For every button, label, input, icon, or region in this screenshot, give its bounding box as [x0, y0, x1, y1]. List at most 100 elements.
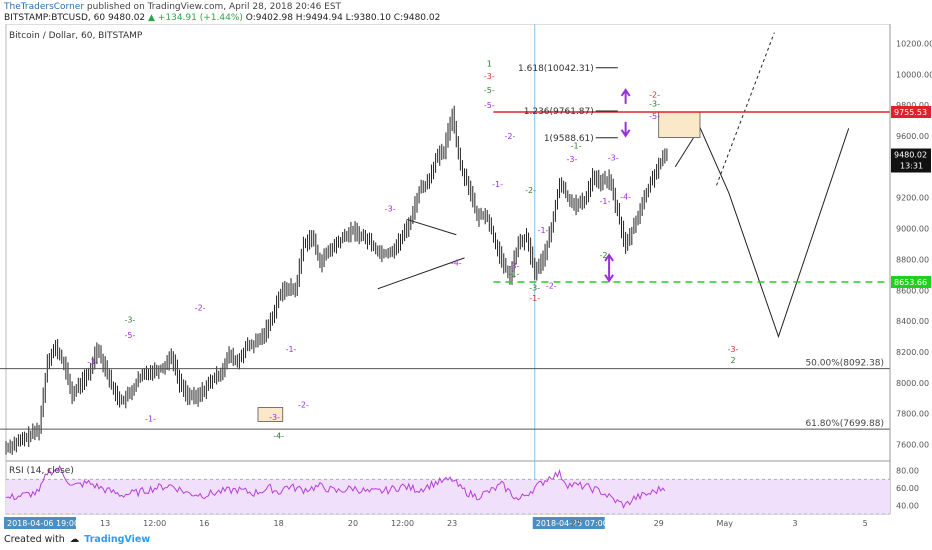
wave-label: -1- [571, 141, 582, 150]
triangle-upper-line [406, 218, 457, 236]
wave-label: -1- [600, 197, 611, 206]
y-tick-label: 8200.00 [896, 348, 929, 357]
rsi-line [5, 464, 666, 509]
retracement-label: 61.80%(7699.88) [805, 419, 884, 429]
fib-label: 1.618(10042.31) [518, 64, 594, 74]
price-change: +134.91 (+1.44%) [157, 13, 243, 23]
wave-label: 1 [487, 60, 492, 69]
symbol-header: BITSTAMP:BTCUSD, 60 9480.02 ▲ +134.91 (+… [4, 13, 440, 23]
wave-label: -5- [484, 86, 495, 95]
wave-label: -3- [566, 155, 577, 164]
rsi-tick-label: 40.00 [896, 501, 919, 510]
time-cursor-label: 2018-04-25 07:00:00 [536, 519, 621, 528]
chart-frame [5, 24, 891, 515]
wave-label: -3- [385, 205, 396, 214]
rsi-tick-label: 80.00 [896, 467, 919, 476]
x-tick-label: 3 [792, 519, 797, 528]
symbol-label: BITSTAMP:BTCUSD, 60 [4, 13, 106, 23]
x-tick-label: 12:00 [143, 519, 166, 528]
alt-forecast-path [716, 32, 775, 186]
wave-label: -3- [509, 262, 520, 271]
wave-label: -3- [269, 413, 280, 422]
wave-label: 2 [730, 356, 735, 365]
price-series [5, 105, 668, 455]
wave-label: -4- [451, 259, 462, 268]
publish-header: TheTradersCorner published on TradingVie… [4, 2, 341, 12]
target-zone-box [658, 111, 701, 138]
rsi-band [6, 479, 890, 514]
wave-box [257, 407, 284, 422]
tradingview-brand[interactable]: TradingView [84, 534, 151, 545]
rsi-tick-label: 60.00 [896, 484, 919, 493]
wave-label: -1- [286, 345, 297, 354]
current-price-tag [891, 148, 931, 173]
wave-label: -5- [649, 112, 660, 121]
x-tick-label: 29 [654, 519, 664, 528]
wave-label: -1- [145, 414, 156, 423]
current-price-label: 9480.02 [894, 151, 927, 160]
x-tick-label: 16 [199, 519, 209, 528]
author-link[interactable]: TheTradersCorner [4, 2, 85, 12]
wave-label: -1- [529, 294, 540, 303]
wave-label: -2- [649, 90, 660, 99]
published-text: published on TradingView.com, April 28, … [86, 2, 342, 12]
x-tick-label: 13 [100, 519, 110, 528]
x-tick-label: 5 [863, 519, 868, 528]
wave-label: -1- [509, 269, 520, 278]
tradingview-logo-icon: ☁ [69, 534, 80, 545]
wave-label: -2- [600, 251, 611, 260]
created-with-text: Created with [4, 534, 65, 545]
y-tick-label: 8800.00 [896, 255, 929, 264]
wave-label: -5- [124, 331, 135, 340]
forecast-path [674, 126, 850, 339]
wave-label: -5- [484, 101, 495, 110]
wave-label: -2- [298, 401, 309, 410]
wave-label: -3- [529, 283, 540, 292]
x-tick-label: 20 [348, 519, 358, 528]
chart-border [5, 24, 891, 515]
x-tick-label: 23 [447, 519, 457, 528]
footer: Created with ☁ TradingView [4, 534, 150, 545]
level-tag [891, 106, 931, 119]
price-axis: 7600.00 7800.00 8000.00 8200.00 8400.00 8600.… [889, 24, 932, 514]
rsi-pane: 40.00 60.00 80.00 [5, 464, 919, 515]
arrow-up-icon [604, 253, 614, 269]
y-tick-label: 9800.00 [896, 101, 929, 110]
chart-title: Bitcoin / Dollar, 60, BITSTAMP [9, 31, 143, 41]
arrow-down-icon [620, 121, 631, 138]
fib-label: 1.236(9761.87) [524, 107, 594, 117]
wave-label: -3- [649, 100, 660, 109]
x-tick-label: 27 [571, 519, 581, 528]
drawings: 50.00%(8092.38) 61.80%(7699.88) 1.618(1004… [0, 32, 890, 430]
triangle-lower-line [377, 257, 465, 290]
price-chart[interactable]: 50.00%(8092.38) 61.80%(7699.88) 1.618(1004… [0, 24, 932, 532]
level-tag-label: 8653.66 [894, 278, 927, 287]
level-tag [891, 276, 931, 289]
fib-label: 1(9588.61) [544, 134, 594, 144]
wave-label: -3- [484, 72, 495, 81]
wave-label: -1- [538, 226, 549, 235]
rsi-title: RSI (14, close) [9, 466, 74, 476]
wave-labels: 1-3--5--5--2--1--2--1--3--1--3- -2--1--1-… [87, 60, 738, 441]
wave-label: -2- [546, 282, 557, 291]
y-tick-label: 8000.00 [896, 379, 929, 388]
arrow-down-icon [604, 266, 614, 283]
y-tick-label: 9600.00 [896, 132, 929, 141]
y-tick-label: 9200.00 [896, 194, 929, 203]
x-tick-label: 12:00 [391, 519, 414, 528]
time-cursor-label: 2018-04-06 19:00:00 [7, 519, 92, 528]
wave-label: -3- [87, 357, 98, 366]
y-tick-label: 10200.00 [896, 39, 932, 48]
y-tick-label: 8600.00 [896, 286, 929, 295]
wave-label: -2- [505, 132, 516, 141]
countdown-label: 13:31 [900, 162, 923, 171]
last-price: 9480.02 [107, 13, 146, 23]
wave-label: -2- [525, 186, 536, 195]
wave-label: -1- [492, 180, 503, 189]
y-tick-label: 8400.00 [896, 317, 929, 326]
wave-label: -2- [195, 303, 206, 312]
up-arrow-icon: ▲ [148, 13, 155, 23]
time-cursor-tag [4, 517, 76, 529]
ohlc-values: O:9402.98 H:9494.94 L:9380.10 C:9480.02 [245, 13, 441, 23]
retracement-label: 50.00%(8092.38) [805, 359, 884, 369]
